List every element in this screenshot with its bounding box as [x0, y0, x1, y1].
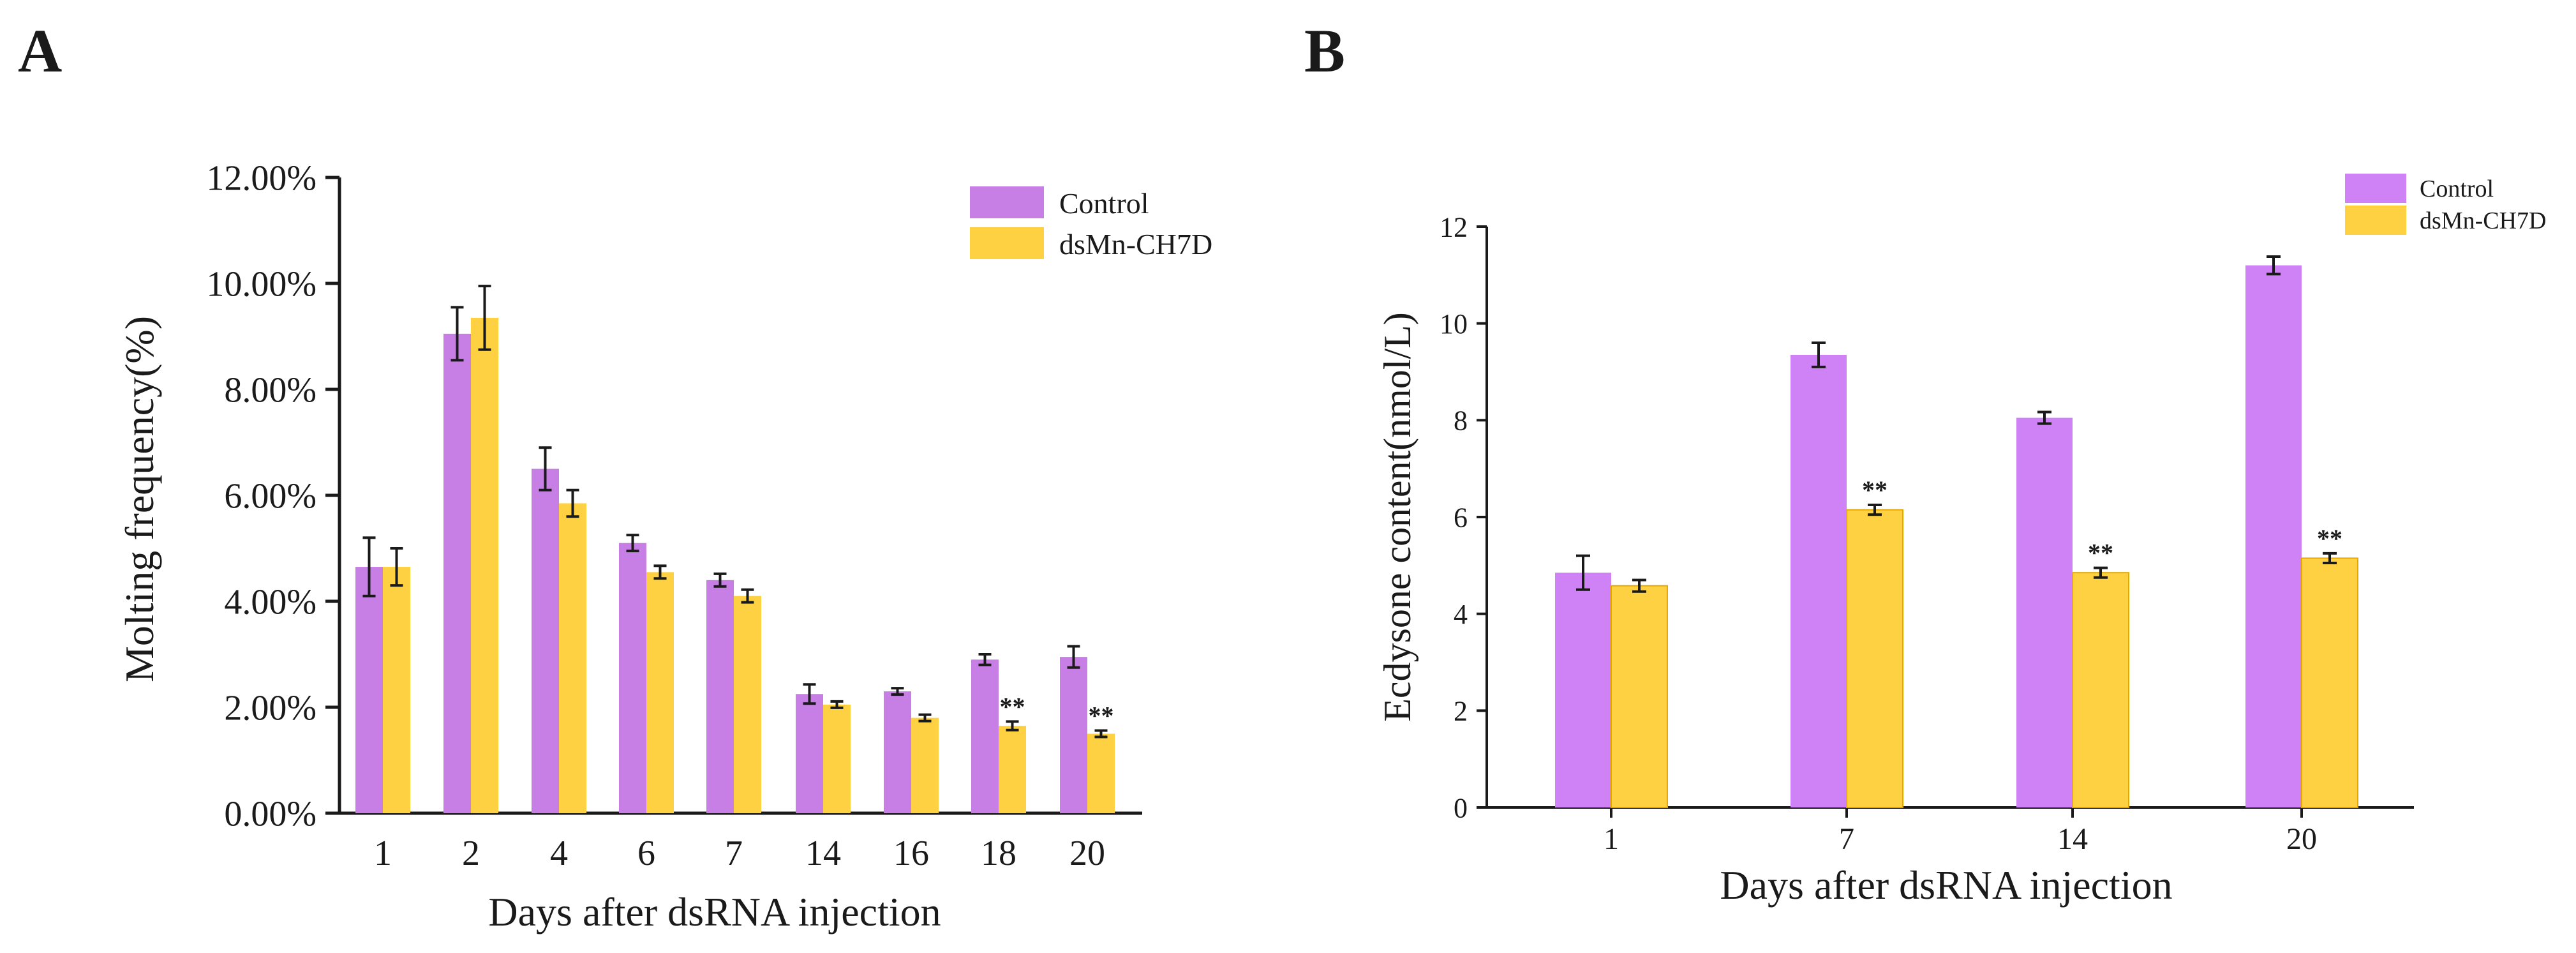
- y-tick-label: 4.00%: [224, 583, 316, 622]
- bar-control: [884, 691, 911, 813]
- x-tick-label: 14: [805, 834, 841, 873]
- chart-a-legend-label-treated: dsMn-CH7D: [1059, 228, 1212, 260]
- x-tick-label: 14: [2057, 822, 2088, 856]
- significance-marker: **: [1089, 702, 1114, 730]
- y-tick-label: 2: [1454, 696, 1468, 727]
- bar-control: [355, 567, 383, 813]
- bar-control: [2245, 265, 2302, 808]
- y-tick-label: 10.00%: [206, 265, 316, 304]
- significance-marker: **: [1862, 476, 1887, 504]
- x-tick-label: 20: [2286, 822, 2317, 856]
- bar-control: [971, 659, 999, 813]
- bar-control: [2016, 417, 2073, 807]
- significance-marker: **: [1000, 692, 1025, 721]
- y-tick-label: 8: [1454, 405, 1468, 437]
- bar-control: [1555, 573, 1611, 807]
- x-tick-label: 4: [550, 834, 568, 873]
- chart-b-legend-label-treated: dsMn-CH7D: [2420, 207, 2546, 234]
- bar-treated: [2072, 572, 2129, 808]
- y-tick-label: 12.00%: [206, 159, 316, 199]
- bar-treated: [1087, 733, 1115, 813]
- y-tick-label: 8.00%: [224, 371, 316, 410]
- x-tick-label: 7: [1839, 822, 1854, 856]
- chart-a: 0.00% 2.00% 4.00% 6.00% 8.00% 10.00% 12.00% 1 2…: [117, 159, 1212, 934]
- y-tick-label: 6: [1454, 502, 1468, 533]
- bar-treated: [823, 704, 851, 813]
- y-tick-label: 0.00%: [224, 795, 316, 834]
- bar-control: [1060, 657, 1087, 813]
- bar-treated: [2301, 557, 2358, 808]
- panel-b-letter: B: [1304, 17, 1345, 85]
- bar-control: [443, 333, 471, 813]
- chart-b-legend-label-control: Control: [2420, 176, 2494, 202]
- chart-b-legend-swatch-control: [2345, 174, 2406, 203]
- y-tick-label: 6.00%: [224, 477, 316, 516]
- bar-control: [796, 694, 823, 813]
- chart-a-legend: Control dsMn-CH7D: [970, 186, 1212, 260]
- chart-b-x-axis-label: Days after dsRNA injection: [1720, 862, 2172, 908]
- y-tick-label: 10: [1440, 308, 1468, 340]
- y-tick-label: 0: [1454, 792, 1468, 823]
- bar-treated: [911, 717, 939, 813]
- chart-a-legend-swatch-control: [970, 186, 1044, 218]
- y-tick-label: 2.00%: [224, 689, 316, 728]
- chart-a-legend-label-control: Control: [1059, 187, 1149, 220]
- y-tick-label: 12: [1440, 211, 1468, 243]
- x-tick-label: 2: [462, 834, 480, 873]
- bar-treated: [646, 572, 674, 813]
- bar-treated: [559, 503, 586, 813]
- bar-treated: [471, 317, 498, 813]
- panel-a-letter: A: [18, 17, 62, 85]
- chart-b-y-axis-label: Ecdysone content(nmol/L): [1376, 312, 1418, 721]
- bar-control: [706, 580, 734, 813]
- chart-b-legend-swatch-treated: [2345, 206, 2406, 235]
- x-tick-label: 1: [374, 834, 392, 873]
- x-tick-label: 7: [725, 834, 743, 873]
- chart-a-legend-swatch-treated: [970, 227, 1044, 259]
- chart-b-legend: Control dsMn-CH7D: [2345, 174, 2546, 235]
- bar-treated: [1846, 509, 1903, 808]
- x-tick-label: 18: [981, 834, 1016, 873]
- bar-treated: [1611, 585, 1668, 809]
- x-tick-label: 16: [893, 834, 929, 873]
- chart-a-x-axis-label: Days after dsRNA injection: [488, 889, 941, 934]
- bar-control: [1791, 354, 1847, 807]
- bar-treated: [383, 567, 410, 813]
- chart-a-y-axis-label: Molting frequency(%): [117, 316, 162, 682]
- x-tick-label: 1: [1604, 822, 1619, 856]
- y-tick-label: 4: [1454, 599, 1468, 630]
- bar-treated: [999, 726, 1026, 813]
- bar-control: [532, 469, 559, 813]
- x-tick-label: 6: [637, 834, 655, 873]
- bar-control: [619, 543, 646, 813]
- significance-marker: **: [2088, 539, 2113, 567]
- bar-treated: [734, 596, 761, 813]
- x-tick-label: 20: [1069, 834, 1105, 873]
- significance-marker: **: [2317, 524, 2342, 553]
- chart-b: 0 2 4 6 8 10 12 1 7 14 20 ** ** ** Days after dsRNA …: [1376, 174, 2546, 908]
